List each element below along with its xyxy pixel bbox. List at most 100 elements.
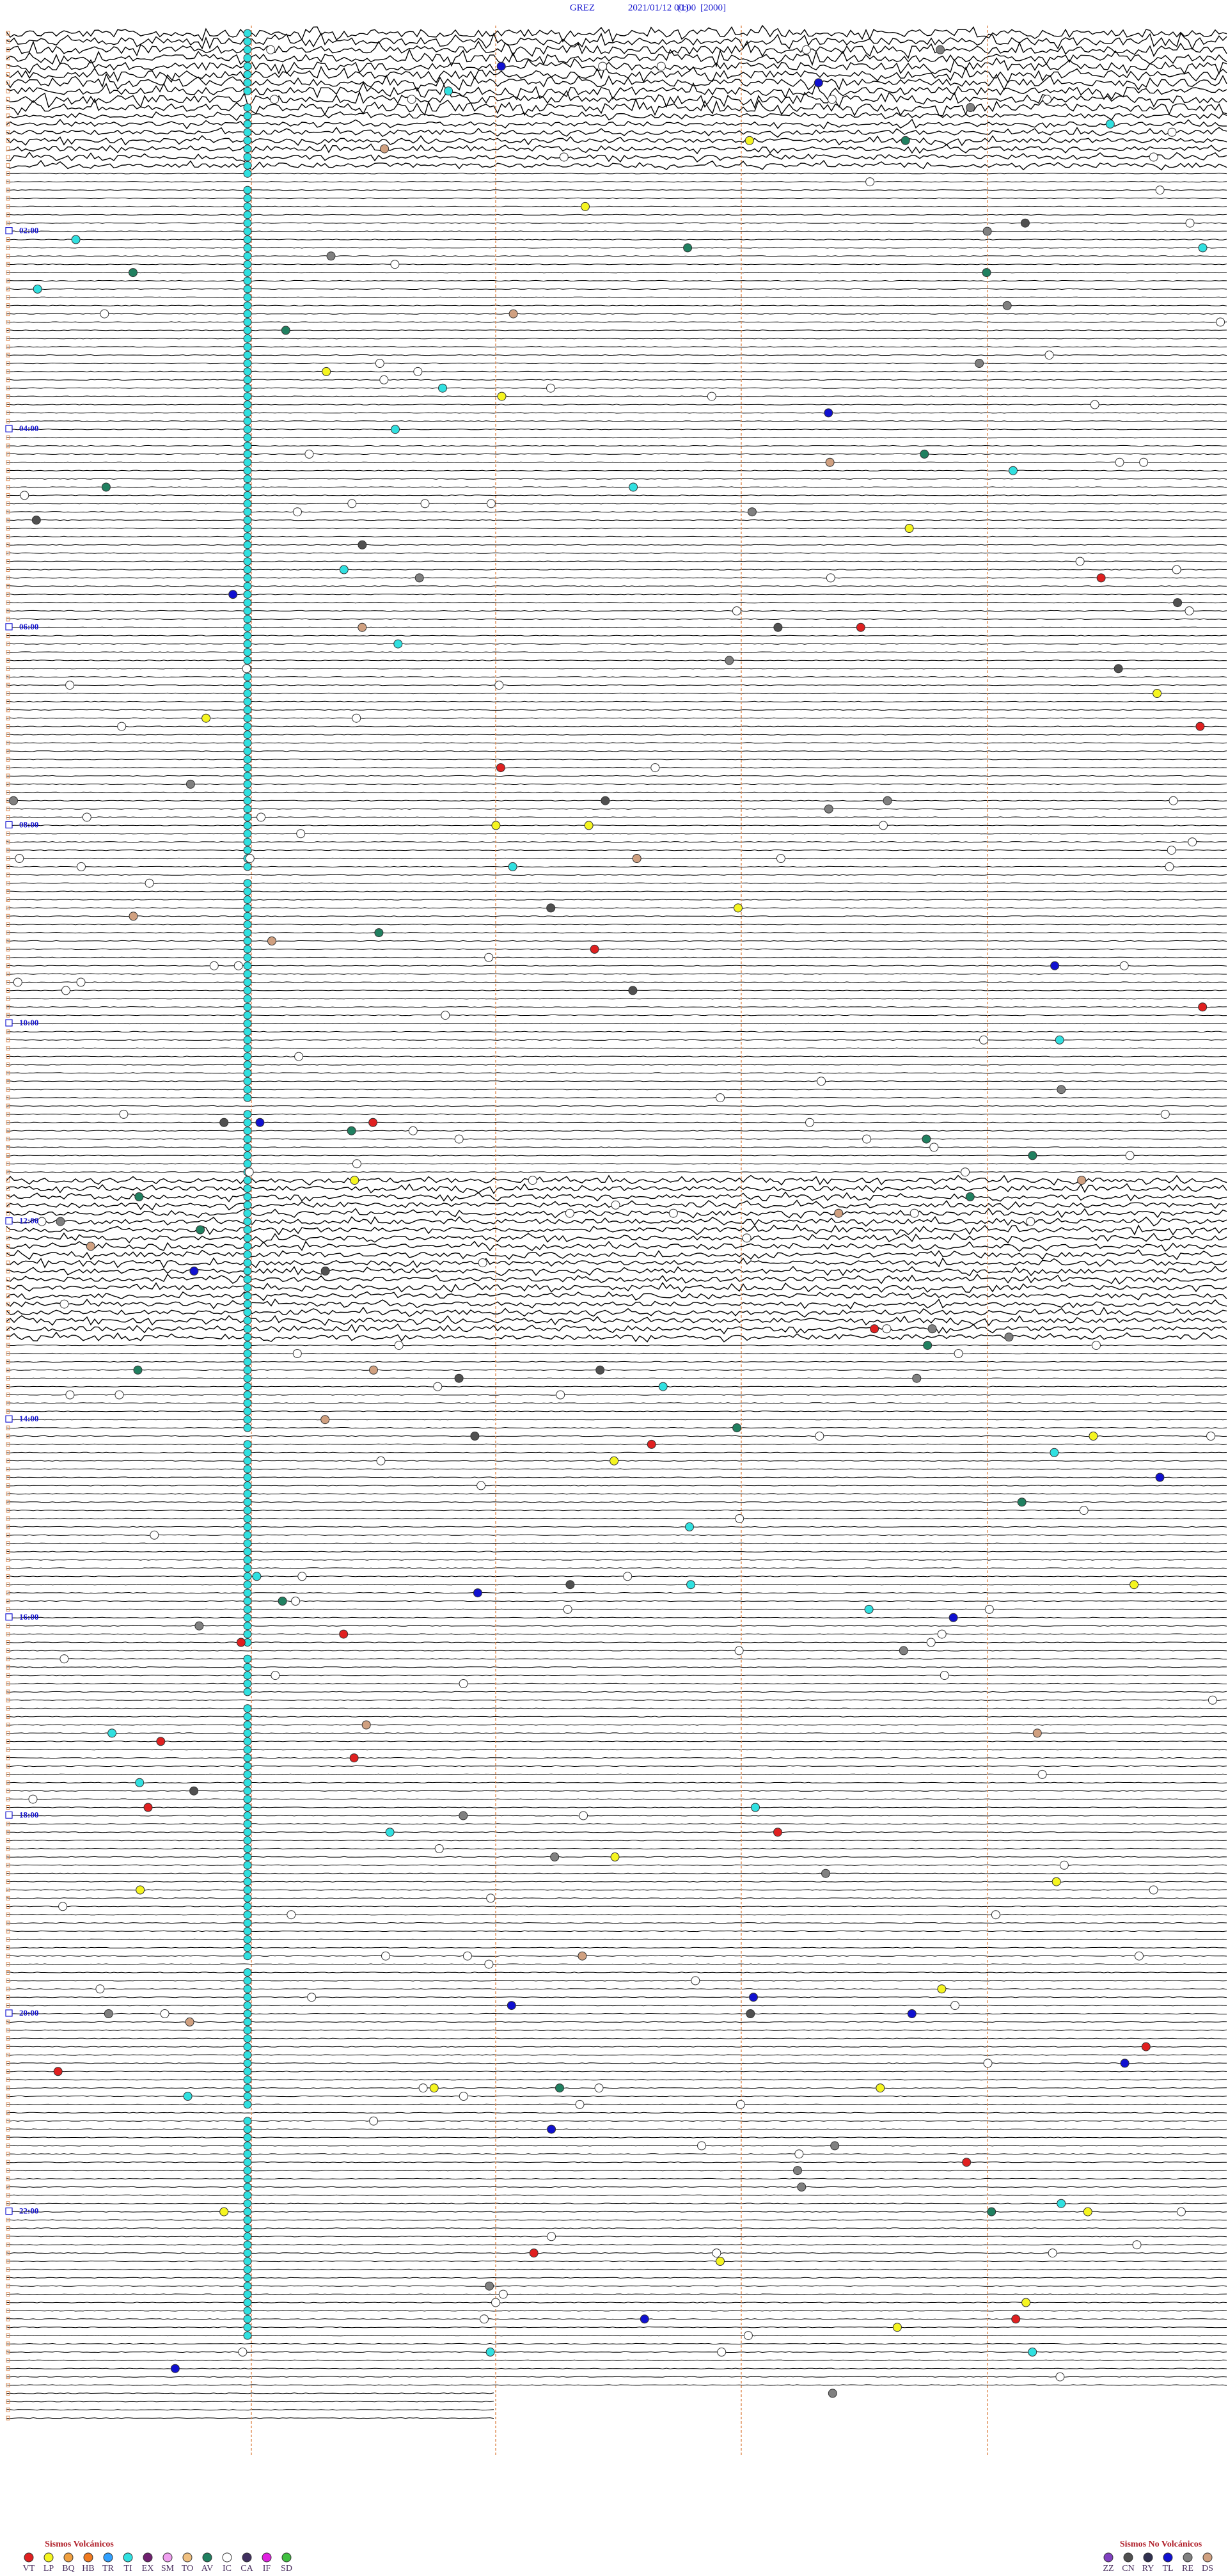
hour-box: [5, 623, 13, 631]
event: [773, 1828, 782, 1837]
event: [1115, 457, 1124, 467]
event: [243, 1357, 252, 1366]
trace: [6, 503, 1227, 505]
trace: [6, 354, 1227, 356]
event: [912, 1373, 922, 1383]
trace: [6, 1815, 1227, 1817]
minute-box: [6, 765, 10, 770]
trace: [6, 660, 1227, 661]
legend-label: RE: [1182, 2564, 1193, 2573]
trace: [6, 519, 1227, 521]
trace: [6, 2277, 1227, 2279]
trace: [6, 152, 1227, 163]
trace: [6, 32, 1227, 51]
event: [244, 1167, 254, 1177]
minute-box: [6, 2284, 10, 2289]
event: [1149, 152, 1158, 162]
event: [114, 1390, 124, 1400]
trace: [6, 990, 1227, 992]
event: [1216, 317, 1225, 327]
event: [243, 120, 252, 129]
event: [824, 804, 833, 814]
event: [610, 1456, 619, 1466]
event: [270, 95, 279, 104]
trace: [6, 1208, 1227, 1219]
event: [496, 61, 506, 71]
event: [1173, 598, 1183, 608]
event: [243, 1332, 252, 1341]
event: [975, 359, 984, 368]
legend-marker: [83, 2552, 93, 2563]
trace: [6, 404, 1227, 406]
event: [243, 689, 252, 698]
event: [243, 590, 252, 599]
event: [632, 854, 642, 863]
event: [243, 392, 252, 401]
trace: [6, 205, 1227, 208]
minute-box: [6, 1087, 10, 1092]
trace: [6, 1682, 1227, 1685]
event: [954, 1349, 963, 1358]
event: [243, 2075, 252, 2084]
trace: [6, 2268, 1227, 2271]
legend-label: ZZ: [1103, 2564, 1114, 2573]
trace: [6, 940, 1227, 942]
minute-box: [6, 617, 10, 622]
minute-box: [6, 1153, 10, 1158]
event: [243, 1085, 252, 1094]
event: [725, 656, 734, 665]
event: [1120, 2058, 1130, 2068]
event: [243, 541, 252, 549]
trace: [6, 1386, 1227, 1387]
event: [243, 1803, 252, 1812]
event: [712, 2248, 721, 2258]
event: [243, 1110, 252, 1119]
minute-box: [6, 1673, 10, 1678]
trace: [6, 890, 1227, 892]
event: [865, 177, 875, 187]
minute-box: [6, 64, 10, 69]
legend-label: TL: [1162, 2564, 1173, 2573]
event: [243, 1415, 252, 1424]
event: [196, 1225, 205, 1235]
event: [243, 301, 252, 310]
event: [717, 2347, 727, 2357]
minute-box: [6, 1029, 10, 1034]
event: [243, 1176, 252, 1185]
event: [243, 1893, 252, 1902]
event: [243, 1217, 252, 1226]
event: [243, 606, 252, 615]
event: [243, 351, 252, 360]
minute-box: [6, 212, 10, 217]
event: [361, 1720, 371, 1730]
trace: [6, 2417, 494, 2419]
event: [369, 2116, 379, 2126]
legend-label: LP: [43, 2564, 54, 2573]
event: [1075, 557, 1085, 566]
event: [243, 1663, 252, 1671]
event: [369, 1365, 378, 1375]
minute-box: [6, 1723, 10, 1727]
minute-box: [6, 583, 10, 589]
event: [1185, 218, 1195, 228]
event: [9, 796, 19, 805]
minute-box: [6, 848, 10, 853]
event: [243, 342, 252, 351]
trace: [6, 2236, 1227, 2238]
trace: [6, 1121, 1227, 1123]
event: [243, 1588, 252, 1597]
event: [478, 1258, 487, 1268]
event: [856, 622, 865, 632]
minute-box: [6, 179, 10, 184]
event: [647, 1439, 656, 1449]
minute-box: [6, 1260, 10, 1265]
minute-box: [6, 963, 10, 968]
trace: [6, 420, 1227, 422]
trace: [6, 1526, 1227, 1528]
event: [243, 416, 252, 425]
event: [243, 953, 252, 962]
event: [243, 1077, 252, 1086]
event: [243, 1093, 252, 1102]
event: [581, 201, 590, 211]
minute-box: [6, 658, 10, 663]
